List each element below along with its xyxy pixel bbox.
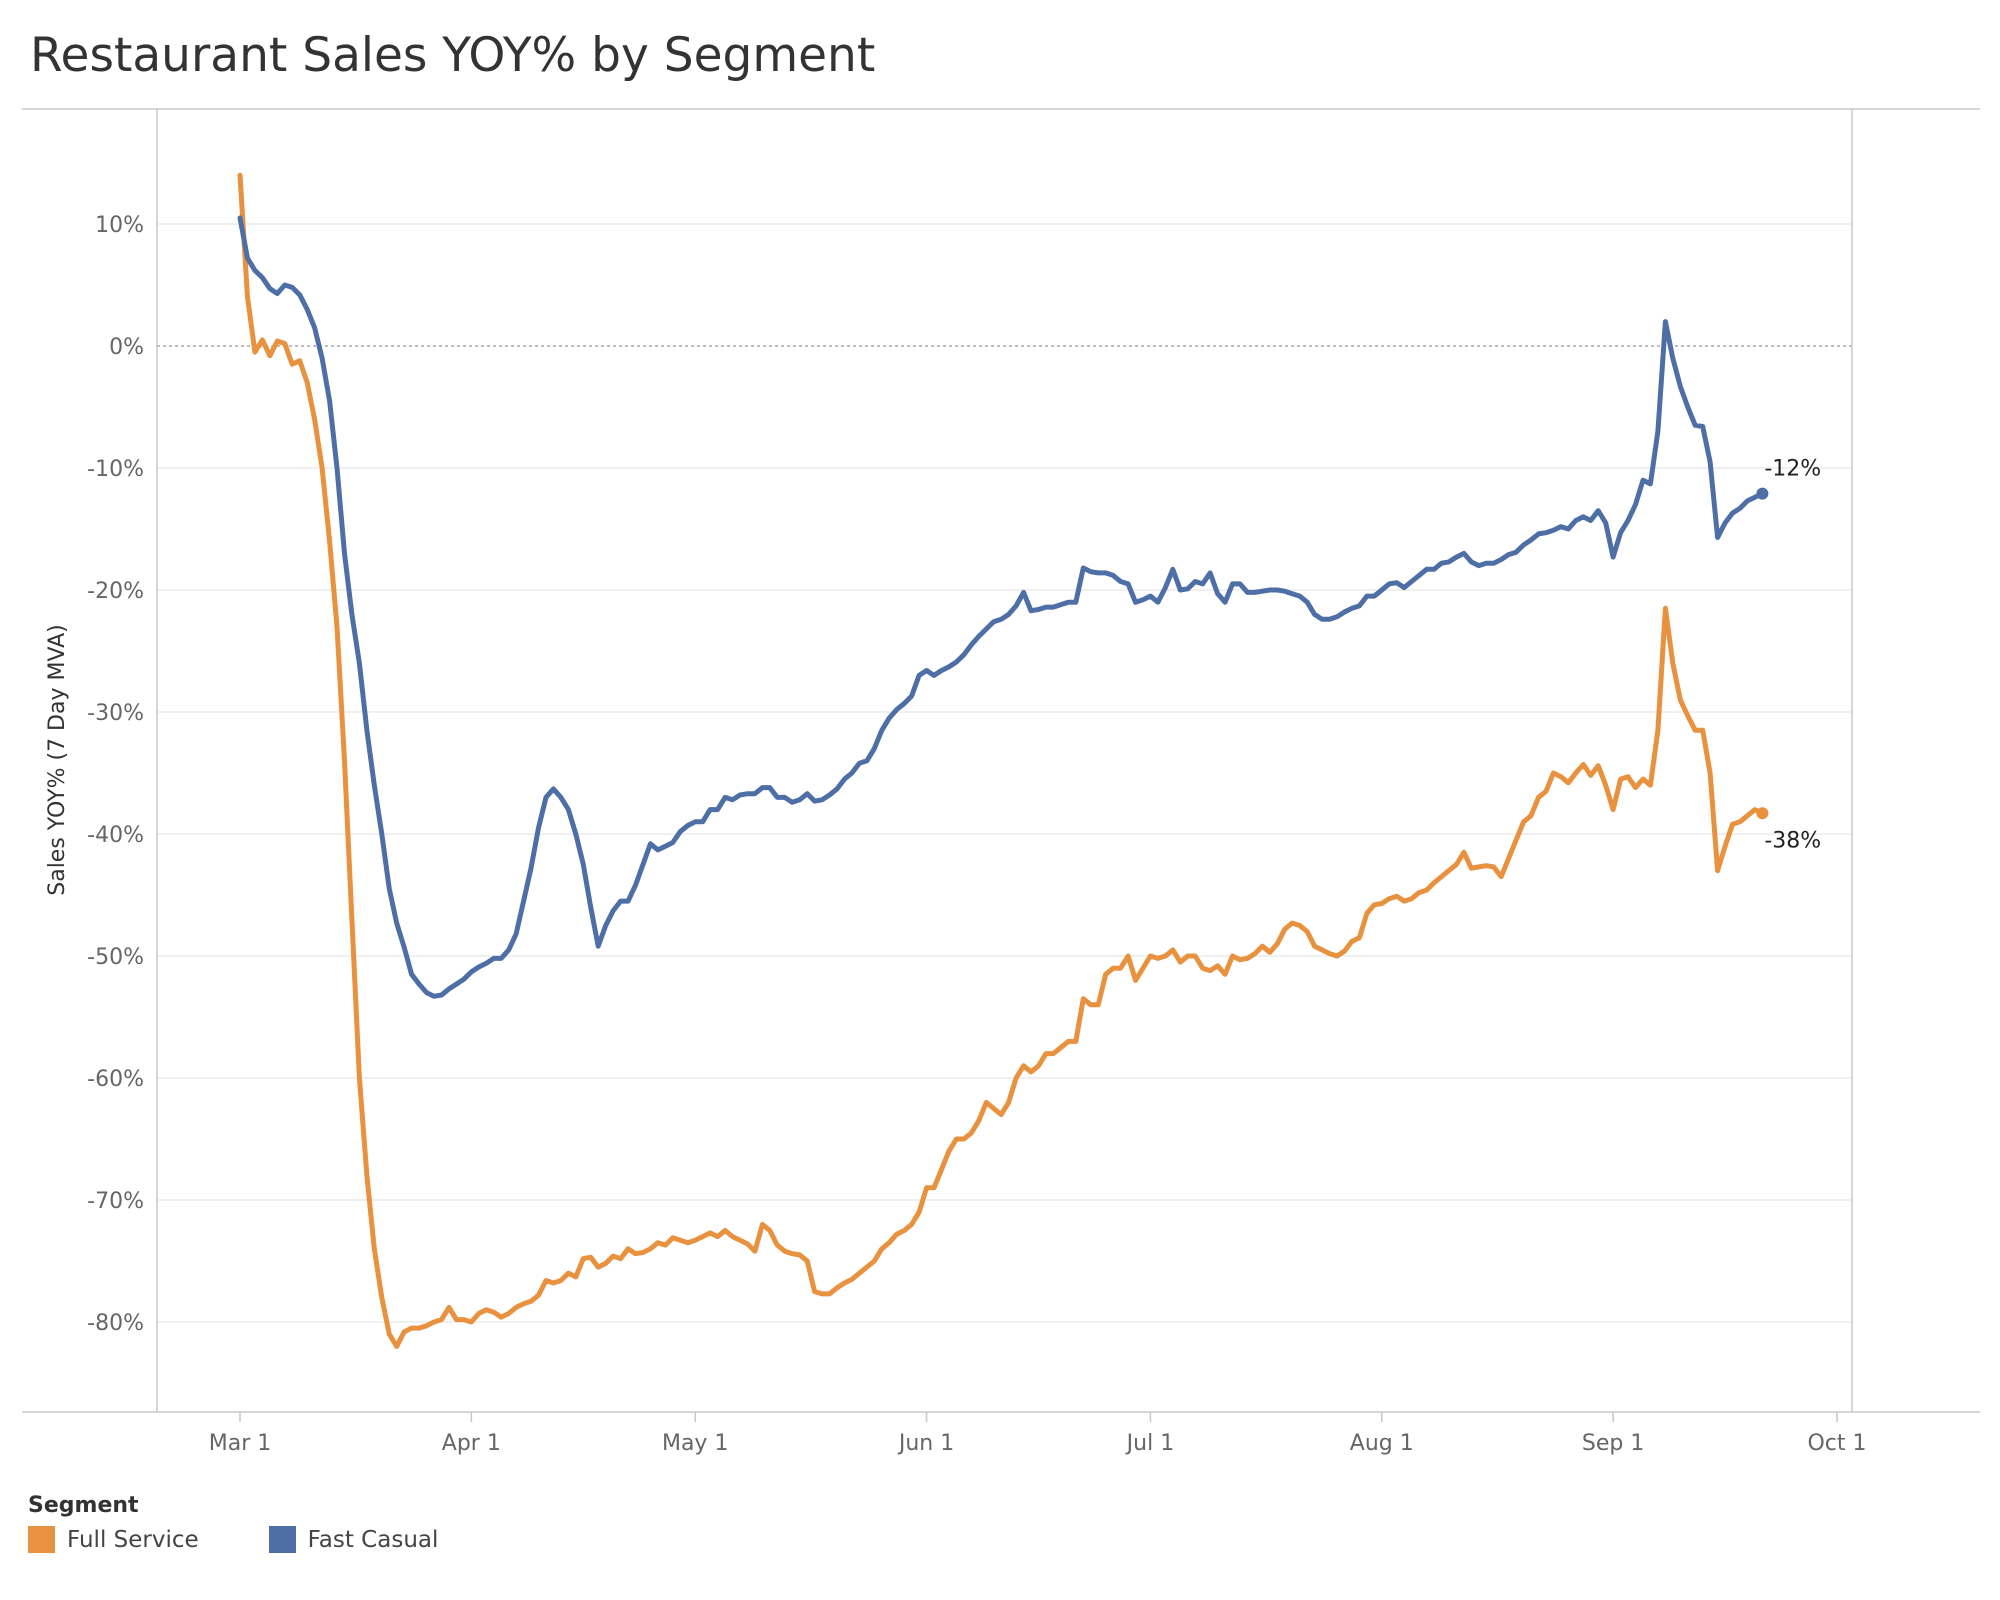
legend: Segment Full Service Fast Casual [28,1493,438,1553]
y-tick-label: -60% [87,1067,144,1092]
y-tick-label: -20% [87,579,144,604]
x-tick-label: Apr 1 [442,1431,501,1456]
legend-swatch [268,1526,296,1553]
legend-item[interactable]: Fast Casual [268,1526,439,1553]
x-tick-label: May 1 [662,1431,728,1456]
x-tick-label: Aug 1 [1350,1431,1414,1456]
end-labels: -38% -12% [1756,457,1821,853]
series-end-label: -38% [1764,828,1821,853]
gridlines [157,223,1852,1323]
x-tick-label: Mar 1 [209,1431,272,1456]
legend-swatch [28,1526,55,1553]
series-line-fast-casual [237,215,1765,999]
x-tick-label: Sep 1 [1582,1431,1644,1456]
x-tick-label: Oct 1 [1807,1431,1866,1456]
y-tick-label: 0% [109,335,144,360]
legend-title: Segment [28,1493,139,1518]
series-line-full-service [237,172,1765,1349]
plot-frame [22,108,1980,1413]
series-end-marker [1756,487,1769,500]
y-tick-label: 10% [95,213,144,238]
x-axis-ticks: Mar 1 Apr 1 May 1 Jun 1 Jul 1 Aug 1 Sep 1 Oct 1 [209,1412,1867,1456]
y-tick-label: -50% [87,945,144,970]
chart-title: Restaurant Sales YOY% by Segment [30,28,876,83]
y-tick-label: -80% [87,1311,144,1336]
legend-label: Fast Casual [307,1526,439,1553]
legend-label: Full Service [67,1526,199,1553]
series-end-label: -12% [1764,457,1821,482]
y-tick-label: -70% [87,1189,144,1214]
y-axis-title: Sales YOY% (7 Day MVA) [45,624,70,896]
y-tick-label: -40% [87,823,144,848]
x-tick-label: Jun 1 [897,1431,954,1456]
y-axis-ticks: 10% 0% -10% -20% -30% -40% -50% -60% -70% -80% [87,213,144,1336]
series-end-marker [1756,807,1769,820]
legend-item[interactable]: Full Service [28,1526,199,1553]
legend-items: Full Service Fast Casual [28,1526,438,1553]
series-lines [237,172,1765,1349]
y-tick-label: -10% [87,457,144,482]
x-tick-label: Jul 1 [1125,1431,1175,1456]
y-tick-label: -30% [87,701,144,726]
